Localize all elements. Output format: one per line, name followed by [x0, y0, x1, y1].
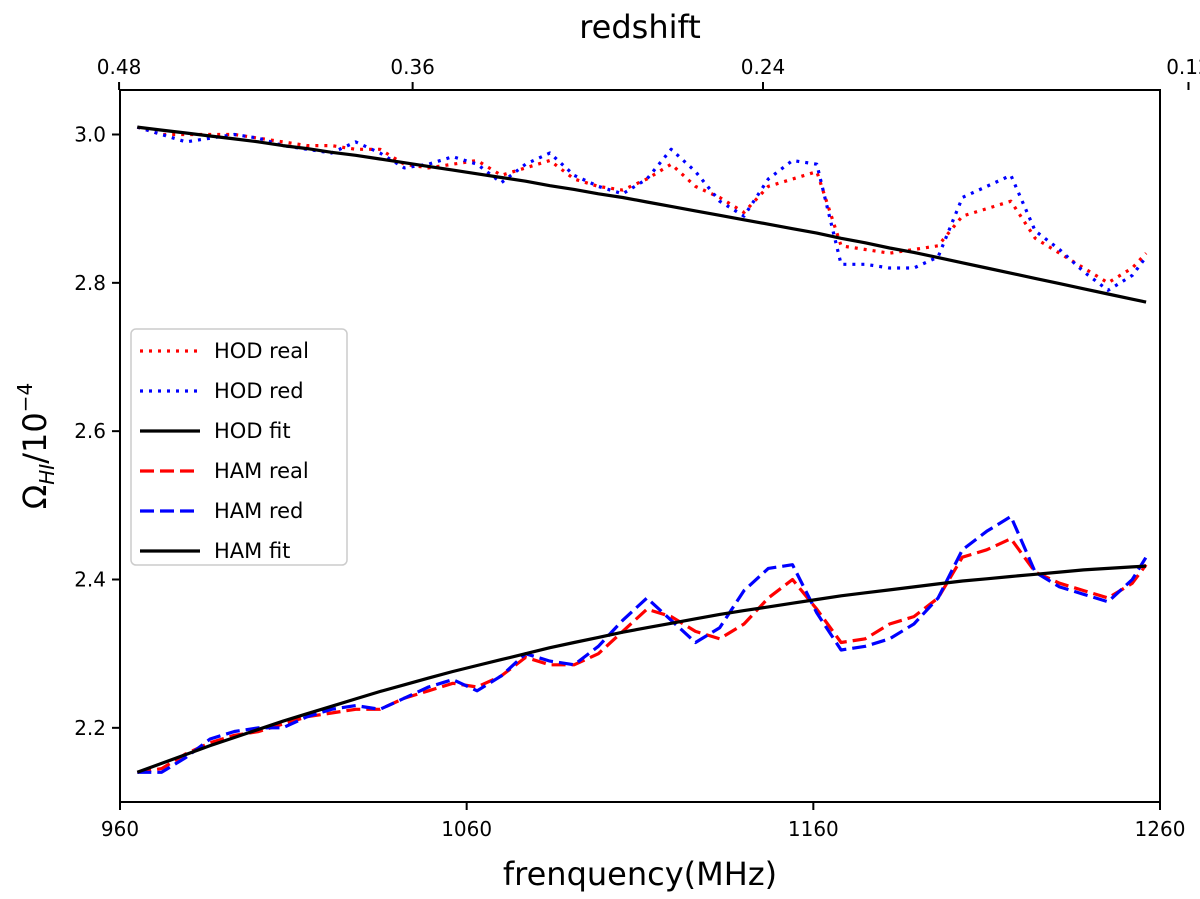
x-tick-label: 1060: [441, 817, 492, 841]
y-tick-label: 3.0: [74, 123, 106, 147]
legend-label: HAM real: [214, 459, 309, 483]
legend-label: HOD real: [214, 339, 309, 363]
top-tick-label: 0.36: [390, 55, 435, 79]
legend-label: HOD fit: [214, 419, 291, 443]
y-axis-title: ΩHI/10−4: [13, 383, 59, 509]
legend: HOD real HOD red HOD fit HAM real HAM red HAM…: [130, 328, 348, 566]
legend-label: HAM red: [214, 499, 303, 523]
plot-frame: [119, 89, 1161, 803]
legend-label: HAM fit: [214, 539, 290, 563]
y-tick-label: 2.6: [74, 419, 106, 443]
series-line-hod-red: [136, 125, 1148, 292]
series-layer: [136, 125, 1148, 774]
top-tick-label: 0.12: [1166, 55, 1200, 79]
series-line-ham-fit: [136, 564, 1147, 774]
series-line-ham-real: [137, 537, 1148, 774]
x-tick-label: 1260: [1135, 817, 1186, 841]
top-tick-label: 0.24: [741, 55, 786, 79]
series-line-ham-red: [137, 514, 1148, 774]
x-tick-label: 960: [101, 817, 139, 841]
top-tick-label: 0.48: [97, 55, 142, 79]
series-line-hod-real: [136, 125, 1148, 285]
top-axis-title: redshift: [579, 8, 701, 46]
axes-layer: 960 1060 1160 1260 0.48 0.36 0.24 0.12 2.2 2.4 2.6…: [74, 55, 1200, 841]
x-tick-label: 1160: [788, 817, 839, 841]
y-tick-label: 2.8: [74, 271, 106, 295]
y-tick-label: 2.4: [74, 568, 106, 592]
x-axis-title: frenquency(MHz): [503, 855, 777, 893]
series-line-hod-fit: [137, 125, 1147, 304]
y-tick-label: 2.2: [74, 716, 106, 740]
legend-label: HOD red: [214, 379, 304, 403]
legend-box: [130, 328, 348, 566]
